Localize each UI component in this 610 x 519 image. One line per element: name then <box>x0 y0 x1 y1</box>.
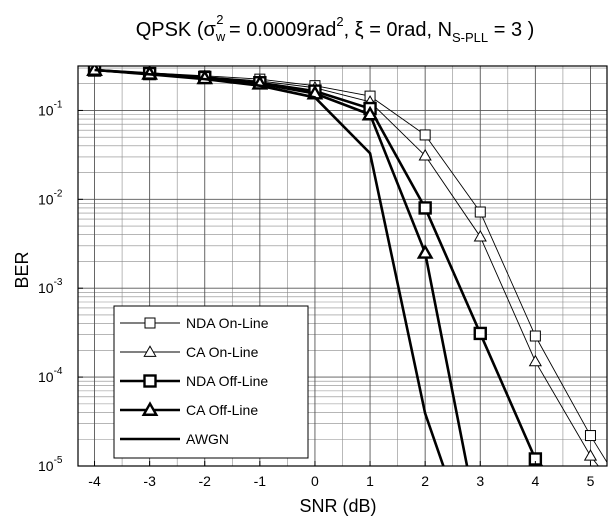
legend-marker <box>143 374 157 388</box>
series-awgn <box>94 68 445 466</box>
data-point <box>418 148 432 161</box>
x-tick-label: -2 <box>199 473 212 489</box>
x-tick-label: -1 <box>254 473 267 489</box>
legend-label: NDA Off-Line <box>186 373 268 389</box>
chart-title: QPSK (σw2 = 0.0009rad2, ξ = 0rad, NS-PLL… <box>136 12 535 45</box>
series-line <box>94 68 445 466</box>
x-axis-label: SNR (dB) <box>299 496 376 516</box>
x-tick-labels: -4 -3 -2 -1 0 1 2 3 4 5 <box>88 461 595 489</box>
title-rad-sup: 2 <box>336 14 343 29</box>
plot-frame <box>77 65 608 467</box>
title-eq1: = 0.0009rad <box>223 19 336 41</box>
x-tick-label: 5 <box>587 473 595 489</box>
title-xi-part: , ξ = 0rad, N <box>344 19 452 41</box>
title-sigma: σ <box>203 19 216 41</box>
legend-entry: NDA Off-Line <box>120 373 268 389</box>
data-point <box>473 229 487 242</box>
legend-entry: CA Off-Line <box>120 401 258 418</box>
title-prefix: QPSK ( <box>136 19 204 41</box>
title-sigma-sup: 2 <box>216 12 223 27</box>
title-sigma-sub: w <box>215 29 226 44</box>
title-n-sub: S-PLL <box>452 30 488 45</box>
legend-entry: NDA On-Line <box>120 315 269 331</box>
x-tick-label: 2 <box>421 473 429 489</box>
legend: NDA On-Line CA On-Line NDA Off-Line CA Off-… <box>113 305 309 459</box>
title-suffix: = 3 ) <box>488 19 534 41</box>
svg-text:QPSK (σw2 = 0.0009rad2, ξ = 0r: QPSK (σw2 = 0.0009rad2, ξ = 0rad, NS-PLL… <box>136 12 535 45</box>
legend-marker <box>141 401 159 416</box>
data-point <box>529 330 541 342</box>
x-tick-label: 1 <box>366 473 374 489</box>
data-point <box>473 326 487 341</box>
x-tick-label: 4 <box>531 473 539 489</box>
legend-label: AWGN <box>186 431 229 447</box>
y-tick-label: 10-1 <box>38 99 63 118</box>
data-point <box>584 430 596 442</box>
legend-label: CA Off-Line <box>186 402 258 418</box>
y-tick-label: 10-5 <box>38 455 63 474</box>
data-point <box>416 244 434 259</box>
y-tick-label: 10-3 <box>38 277 63 296</box>
x-tick-label: -4 <box>88 473 101 489</box>
data-point <box>361 105 379 121</box>
x-tick-label: -3 <box>143 473 156 489</box>
x-tick-label: 0 <box>311 473 319 489</box>
data-point <box>583 449 598 461</box>
data-point <box>418 201 432 215</box>
data-point <box>419 129 431 141</box>
y-tick-label: 10-4 <box>38 366 63 385</box>
series-layer <box>86 66 607 466</box>
x-tick-label: 3 <box>476 473 484 489</box>
legend-marker <box>143 345 157 357</box>
data-point <box>528 354 542 367</box>
legend-label: CA On-Line <box>186 344 259 360</box>
legend-marker <box>144 317 156 329</box>
y-tick-labels: 10-1 10-2 10-3 10-4 10-5 <box>38 99 83 474</box>
legend-entry: CA On-Line <box>120 344 259 360</box>
legend-label: NDA On-Line <box>186 315 269 331</box>
y-tick-label: 10-2 <box>38 188 63 207</box>
legend-entry: AWGN <box>120 431 229 447</box>
y-axis-label: BER <box>12 251 32 288</box>
data-point <box>474 206 486 218</box>
